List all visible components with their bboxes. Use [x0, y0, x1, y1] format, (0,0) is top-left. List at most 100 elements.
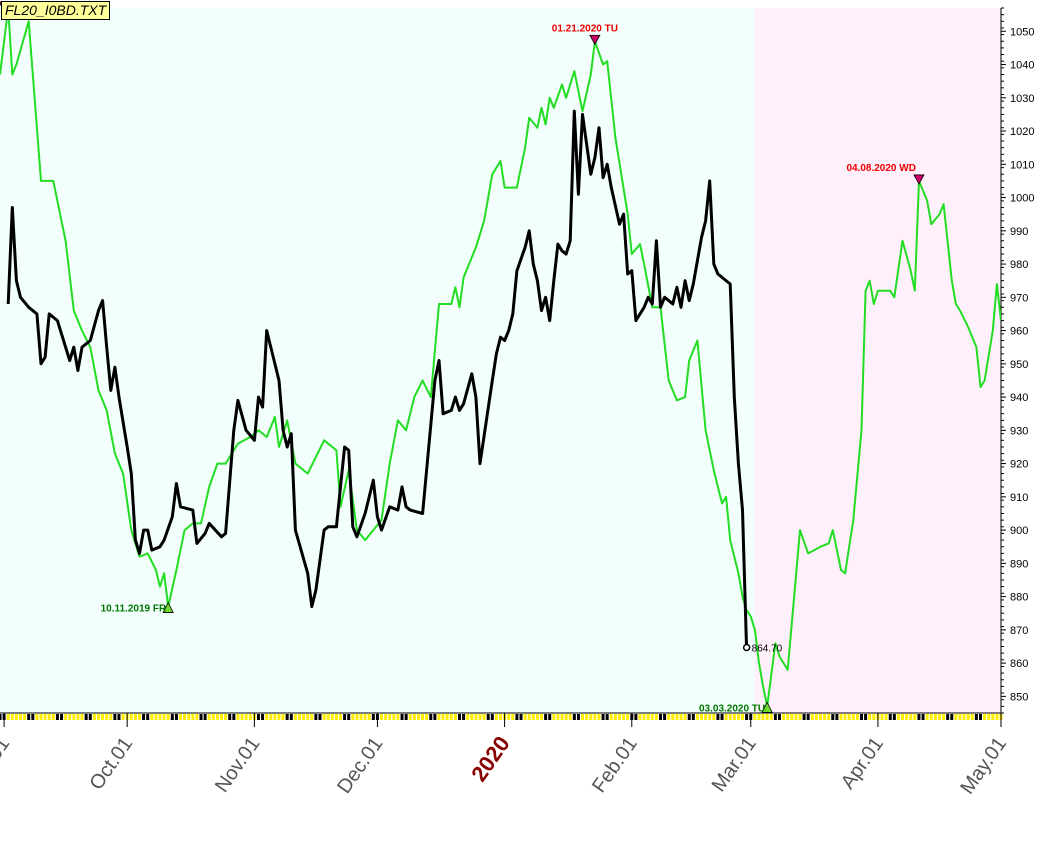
x-day-tick: [942, 714, 946, 720]
x-day-tick: [634, 714, 638, 720]
x-day-tick: [429, 714, 433, 720]
x-day-tick: [129, 714, 133, 720]
x-day-tick: [515, 714, 519, 720]
x-day-tick: [925, 714, 929, 720]
x-day-tick: [133, 714, 137, 720]
annotation-marker-up: [761, 701, 773, 713]
x-day-tick: [343, 714, 347, 720]
x-day-tick: [827, 714, 831, 720]
x-day-tick: [511, 714, 515, 720]
x-tick-label-Feb.01: Feb.01: [588, 733, 642, 797]
x-day-tick: [671, 714, 675, 720]
x-day-tick: [256, 714, 260, 720]
x-day-tick: [494, 714, 498, 720]
x-day-tick: [814, 714, 818, 720]
x-day-tick: [581, 714, 585, 720]
x-day-tick: [437, 714, 441, 720]
y-tick-label-960: 960: [1010, 326, 1028, 338]
x-day-tick: [314, 714, 318, 720]
x-day-tick: [174, 714, 178, 720]
x-day-tick: [416, 714, 420, 720]
x-day-tick: [638, 714, 642, 720]
x-day-tick: [179, 714, 183, 720]
x-day-tick: [293, 714, 297, 720]
x-day-tick: [490, 714, 494, 720]
x-day-tick: [10, 714, 14, 720]
x-day-tick: [92, 714, 96, 720]
x-day-tick: [449, 714, 453, 720]
x-day-tick: [663, 714, 667, 720]
x-day-tick: [507, 714, 511, 720]
x-day-tick: [802, 714, 806, 720]
x-day-tick: [199, 714, 203, 720]
x-day-tick: [585, 714, 589, 720]
x-day-tick: [31, 714, 35, 720]
x-day-tick: [548, 714, 552, 720]
y-tick-label-860: 860: [1010, 658, 1028, 670]
x-day-tick: [392, 714, 396, 720]
x-day-tick: [150, 714, 154, 720]
x-day-tick: [576, 714, 580, 720]
x-day-tick: [675, 714, 679, 720]
x-day-tick: [347, 714, 351, 720]
x-day-tick: [334, 714, 338, 720]
x-day-tick: [281, 714, 285, 720]
x-day-tick: [860, 714, 864, 720]
y-tick-label-930: 930: [1010, 425, 1028, 437]
x-day-tick: [736, 714, 740, 720]
x-day-tick: [318, 714, 322, 720]
x-day-tick: [51, 714, 55, 720]
x-day-tick: [753, 714, 757, 720]
x-day-tick: [457, 714, 461, 720]
x-day-tick: [613, 714, 617, 720]
x-day-tick: [700, 714, 704, 720]
x-day-tick: [187, 714, 191, 720]
x-day-tick: [527, 714, 531, 720]
x-day-tick: [531, 714, 535, 720]
x-day-tick: [23, 714, 27, 720]
x-day-tick: [765, 714, 769, 720]
x-day-tick: [745, 714, 749, 720]
x-day-tick: [954, 714, 958, 720]
x-day-tick: [970, 714, 974, 720]
x-day-tick: [597, 714, 601, 720]
annotation-marker-up: [162, 601, 174, 613]
x-day-tick: [142, 714, 146, 720]
x-day-tick: [654, 714, 658, 720]
x-day-tick: [983, 714, 987, 720]
x-day-tick: [843, 714, 847, 720]
x-day-tick: [884, 714, 888, 720]
x-day-tick: [64, 714, 68, 720]
x-day-tick: [211, 714, 215, 720]
x-day-tick: [708, 714, 712, 720]
x-day-tick: [761, 714, 765, 720]
annotation-label-2: 01.21.2020 TU: [552, 23, 618, 34]
x-day-tick: [244, 714, 248, 720]
x-tick-label-Oct.01: Oct.01: [85, 733, 137, 794]
x-day-tick: [712, 714, 716, 720]
x-day-tick: [84, 714, 88, 720]
x-day-tick: [535, 714, 539, 720]
x-day-tick: [794, 714, 798, 720]
x-day-tick: [289, 714, 293, 720]
x-day-tick: [773, 714, 777, 720]
x-day-tick: [962, 714, 966, 720]
x-day-tick: [868, 714, 872, 720]
x-day-tick: [445, 714, 449, 720]
x-day-tick: [777, 714, 781, 720]
x-day-tick: [68, 714, 72, 720]
y-tick-label-910: 910: [1010, 492, 1028, 504]
series-line-black: [6, 109, 749, 650]
x-day-tick: [339, 714, 343, 720]
x-day-tick: [741, 714, 745, 720]
x-day-tick: [626, 714, 630, 720]
x-day-tick: [888, 714, 892, 720]
x-day-tick: [831, 714, 835, 720]
x-day-tick: [384, 714, 388, 720]
x-day-tick: [306, 714, 310, 720]
x-day-tick: [499, 714, 502, 720]
x-day-tick: [277, 714, 281, 720]
x-day-tick: [913, 714, 917, 720]
annotation-label-1: 10.11.2019 FR: [101, 604, 167, 615]
x-day-tick: [154, 714, 158, 720]
